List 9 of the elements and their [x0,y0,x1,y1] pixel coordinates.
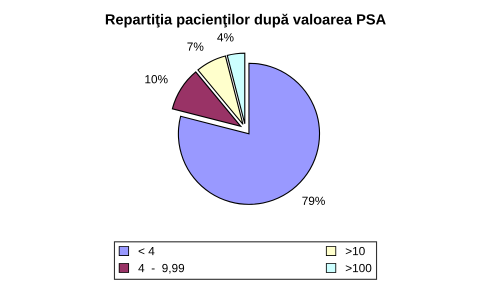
chart-title: Repartiţia pacienţilor după valoarea PSA [106,14,386,28]
data-label: 10% [145,75,168,84]
data-label: 4% [217,33,234,42]
legend-label: < 4 [138,247,154,256]
legend-label: >10 [346,246,365,256]
data-label: 79% [302,196,325,206]
data-label: 7% [187,42,204,51]
legend-label: >100 [346,264,372,272]
legend-label: 4 - 9,99 [138,264,184,274]
